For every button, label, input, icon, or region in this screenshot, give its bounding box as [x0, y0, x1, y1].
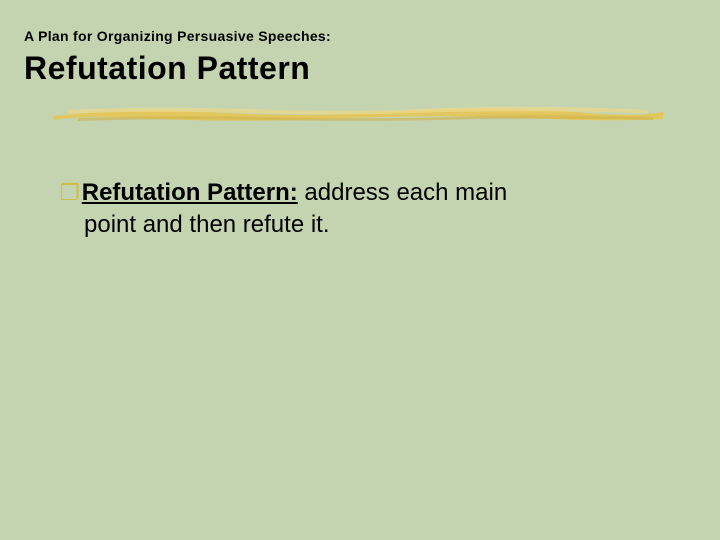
- slide-title: Refutation Pattern: [24, 50, 696, 87]
- bullet-term: Refutation Pattern:: [82, 179, 298, 206]
- bullet-text-line2: point and then refute it.: [84, 209, 660, 241]
- bullet-item: ❐ Refutation Pattern: address each main: [60, 177, 660, 209]
- bullet-rest: address each main: [298, 179, 507, 206]
- bullet-text-line1: Refutation Pattern: address each main: [82, 177, 507, 209]
- header: A Plan for Organizing Persuasive Speeche…: [0, 0, 720, 87]
- slide-subtitle: A Plan for Organizing Persuasive Speeche…: [24, 28, 696, 44]
- body: ❐ Refutation Pattern: address each main …: [0, 87, 720, 242]
- bullet-icon: ❐: [60, 177, 80, 209]
